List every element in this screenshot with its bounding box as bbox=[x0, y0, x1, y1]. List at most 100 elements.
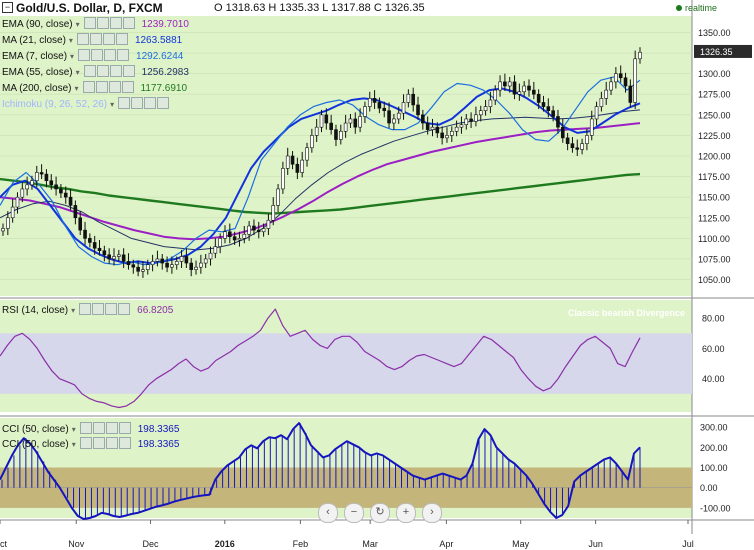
candle-body bbox=[184, 256, 189, 264]
more-icon[interactable] bbox=[121, 81, 134, 93]
more-icon[interactable] bbox=[118, 437, 131, 449]
visibility-icon[interactable] bbox=[79, 437, 92, 449]
settings-icon[interactable] bbox=[131, 97, 144, 109]
legend-cci-2[interactable]: CCI (50, close) ▾ 198.3365 bbox=[2, 437, 179, 451]
candle-body bbox=[34, 172, 39, 182]
indicator-controls[interactable] bbox=[79, 422, 132, 437]
settings-icon[interactable] bbox=[89, 33, 102, 45]
candle-body bbox=[464, 118, 469, 126]
dropdown-icon[interactable]: ▾ bbox=[70, 52, 75, 61]
indicator-controls[interactable] bbox=[79, 437, 132, 452]
settings-icon[interactable] bbox=[92, 303, 105, 315]
close-icon[interactable] bbox=[109, 65, 122, 77]
settings-icon[interactable] bbox=[91, 49, 104, 61]
close-icon[interactable] bbox=[109, 17, 122, 29]
dropdown-icon[interactable]: ▾ bbox=[110, 100, 115, 109]
candle-body bbox=[411, 93, 415, 106]
ema55-line bbox=[0, 109, 641, 251]
candle-body bbox=[237, 238, 242, 241]
settings-icon[interactable] bbox=[92, 422, 105, 434]
more-icon[interactable] bbox=[122, 65, 135, 77]
visibility-icon[interactable] bbox=[76, 33, 89, 45]
candle-body bbox=[396, 112, 401, 120]
indicator-controls[interactable] bbox=[83, 17, 136, 32]
legend-indicator[interactable]: EMA (7, close) ▾ 1292.6244 bbox=[2, 49, 183, 63]
dropdown-icon[interactable]: ▾ bbox=[68, 36, 73, 45]
more-icon[interactable] bbox=[157, 97, 170, 109]
legend-indicator[interactable]: MA (21, close) ▾ 1263.5881 bbox=[2, 33, 182, 47]
close-icon[interactable] bbox=[104, 49, 117, 61]
more-icon[interactable] bbox=[115, 33, 128, 45]
indicator-controls[interactable] bbox=[78, 49, 130, 64]
x-tick-label: Dec bbox=[143, 539, 160, 549]
more-icon[interactable] bbox=[118, 422, 131, 434]
collapse-icon[interactable]: − bbox=[2, 2, 13, 13]
candle-body bbox=[493, 89, 498, 101]
legend-indicator[interactable]: EMA (55, close) ▾ 1256.2983 bbox=[2, 65, 189, 79]
close-icon[interactable] bbox=[102, 33, 115, 45]
zoom-in-button[interactable]: + bbox=[396, 503, 416, 523]
price-tick-label: 1125.00 bbox=[698, 213, 730, 223]
settings-icon[interactable] bbox=[95, 81, 108, 93]
visibility-icon[interactable] bbox=[118, 97, 131, 109]
legend-rsi[interactable]: RSI (14, close) ▾ 66.8205 bbox=[2, 303, 173, 317]
dropdown-icon[interactable]: ▾ bbox=[71, 440, 76, 449]
legend-indicator[interactable]: Ichimoku (9, 26, 52, 26) ▾ bbox=[2, 97, 176, 111]
candle-body bbox=[20, 188, 25, 198]
visibility-icon[interactable] bbox=[79, 303, 92, 315]
price-tick-label: 1200.00 bbox=[698, 152, 731, 162]
more-icon[interactable] bbox=[118, 303, 131, 315]
zoom-out-button[interactable]: − bbox=[344, 503, 364, 523]
candle-body bbox=[353, 118, 358, 128]
legend-cci[interactable]: CCI (50, close) ▾ 198.3365 bbox=[2, 422, 179, 436]
visibility-icon[interactable] bbox=[79, 422, 92, 434]
legend-indicator[interactable]: MA (200, close) ▾ 1177.6910 bbox=[2, 81, 187, 95]
settings-icon[interactable] bbox=[96, 65, 109, 77]
dropdown-icon[interactable]: ▾ bbox=[74, 84, 79, 93]
x-tick-label: Feb bbox=[293, 539, 309, 549]
indicator-controls[interactable] bbox=[118, 97, 170, 112]
rsi-line bbox=[0, 308, 641, 409]
candle-body bbox=[1, 228, 5, 232]
visibility-icon[interactable] bbox=[83, 65, 96, 77]
indicator-controls[interactable] bbox=[79, 303, 131, 318]
candle-body bbox=[363, 106, 367, 117]
candle-body bbox=[556, 116, 560, 128]
close-icon[interactable] bbox=[105, 303, 118, 315]
settings-icon[interactable] bbox=[92, 437, 105, 449]
close-icon[interactable] bbox=[105, 437, 118, 449]
more-icon[interactable] bbox=[122, 17, 135, 29]
legend-indicator[interactable]: EMA (90, close) ▾ 1239.7010 bbox=[2, 17, 189, 31]
candle-body bbox=[54, 184, 58, 190]
dropdown-icon[interactable]: ▾ bbox=[75, 20, 80, 29]
indicator-controls[interactable] bbox=[83, 65, 136, 80]
candle-body bbox=[324, 114, 329, 124]
scroll-right-button[interactable]: › bbox=[422, 503, 442, 523]
price-tick-label: 1150.00 bbox=[698, 193, 730, 203]
dropdown-icon[interactable]: ▾ bbox=[75, 68, 80, 77]
reset-chart-button[interactable]: ↻ bbox=[370, 503, 390, 523]
settings-icon[interactable] bbox=[96, 17, 109, 29]
dropdown-icon[interactable]: ▾ bbox=[71, 425, 76, 434]
x-tick-label: Apr bbox=[439, 539, 453, 549]
visibility-icon[interactable] bbox=[78, 49, 91, 61]
indicator-controls[interactable] bbox=[76, 33, 129, 48]
candle-body bbox=[522, 85, 526, 93]
visibility-icon[interactable] bbox=[83, 17, 96, 29]
dropdown-icon[interactable]: ▾ bbox=[71, 306, 76, 315]
candle-body bbox=[59, 188, 63, 194]
indicator-controls[interactable] bbox=[82, 81, 135, 96]
candle-body bbox=[421, 114, 425, 124]
close-icon[interactable] bbox=[144, 97, 157, 109]
candle-body bbox=[25, 184, 29, 190]
rsi-band bbox=[0, 333, 692, 394]
more-icon[interactable] bbox=[117, 49, 130, 61]
visibility-icon[interactable] bbox=[82, 81, 95, 93]
cci-line bbox=[0, 422, 641, 520]
symbol-title[interactable]: Gold/U.S. Dollar, D, FXCM bbox=[16, 1, 163, 15]
close-icon[interactable] bbox=[105, 422, 118, 434]
candle-body bbox=[30, 180, 34, 186]
close-icon[interactable] bbox=[108, 81, 121, 93]
scroll-left-button[interactable]: ‹ bbox=[318, 503, 338, 523]
